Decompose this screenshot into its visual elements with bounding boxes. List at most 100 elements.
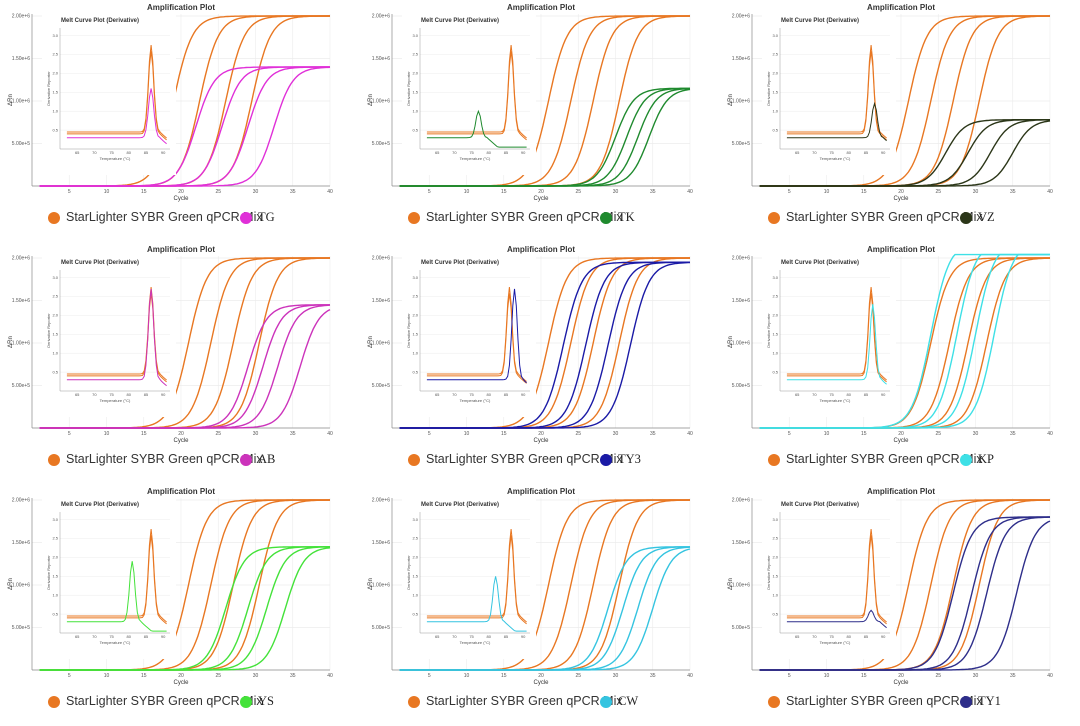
x-axis-label: Cycle bbox=[173, 196, 189, 202]
inset-x-tick: 90 bbox=[881, 634, 886, 639]
inset-y-tick: 2.5 bbox=[52, 52, 58, 57]
melt-curve-reference bbox=[66, 528, 167, 623]
y-tick-label: 5.00e+5 bbox=[732, 625, 750, 631]
y-tick-label: 2.00e+6 bbox=[372, 14, 390, 20]
y-tick-label: 5.00e+5 bbox=[372, 383, 390, 389]
inset-x-tick: 65 bbox=[795, 150, 800, 155]
amplification-chart: Amplification Plot 5.00e+5 1.00e+6 1.50e+6 2… bbox=[8, 245, 333, 444]
inset-y-tick: 0.5 bbox=[412, 611, 418, 616]
inset-title: Melt Curve Plot (Derivative) bbox=[421, 18, 499, 24]
x-tick-label: 5 bbox=[428, 673, 431, 679]
legend-label: StarLighter SYBR Green qPCR Mix bbox=[426, 694, 623, 708]
inset-y-tick: 1.5 bbox=[412, 573, 418, 578]
melt-curve-reference bbox=[66, 535, 167, 625]
inset-x-tick: 90 bbox=[521, 392, 526, 397]
legend-label: StarLighter SYBR Green qPCR Mix bbox=[786, 452, 983, 466]
melt-curve-reference bbox=[426, 286, 527, 382]
y-tick-label: 2.00e+6 bbox=[12, 498, 30, 504]
amplification-curve bbox=[399, 261, 691, 429]
amplification-panel: Amplification Plot 5.00e+5 1.00e+6 1.50e+6 2… bbox=[720, 0, 1080, 242]
amplification-curve bbox=[39, 547, 331, 671]
inset-y-tick: 3.0 bbox=[772, 517, 778, 522]
x-tick-label: 5 bbox=[788, 431, 791, 437]
x-tick-label: 30 bbox=[613, 431, 619, 437]
inset-y-axis-label: Derivative Reporter bbox=[766, 313, 771, 348]
legend-marker bbox=[600, 212, 612, 224]
x-axis-label: Cycle bbox=[173, 680, 189, 686]
y-tick-label: 2.00e+6 bbox=[12, 14, 30, 20]
inset-x-tick: 65 bbox=[75, 634, 80, 639]
inset-y-tick: 3.0 bbox=[52, 33, 58, 38]
melt-curve-sample bbox=[786, 303, 887, 385]
legend-marker bbox=[600, 454, 612, 466]
inset-y-tick: 2.0 bbox=[52, 71, 58, 76]
inset-x-tick: 75 bbox=[469, 392, 474, 397]
x-axis-label: Cycle bbox=[533, 196, 549, 202]
x-tick-label: 40 bbox=[327, 673, 333, 679]
chart-legend: StarLighter SYBR Green qPCR Mix KP bbox=[720, 448, 1080, 472]
inset-y-axis-label: Derivative Reporter bbox=[46, 71, 51, 106]
inset-y-tick: 3.0 bbox=[772, 33, 778, 38]
legend-label: StarLighter SYBR Green qPCR Mix bbox=[426, 210, 623, 224]
amplification-panel: Amplification Plot 5.00e+5 1.00e+6 1.50e+6 2… bbox=[360, 0, 720, 242]
inset-y-tick: 0.5 bbox=[772, 611, 778, 616]
inset-x-tick: 85 bbox=[504, 634, 509, 639]
x-tick-label: 20 bbox=[898, 673, 904, 679]
inset-x-tick: 90 bbox=[161, 392, 166, 397]
amplification-chart: Amplification Plot 5.00e+5 1.00e+6 1.50e+6 2… bbox=[728, 245, 1053, 444]
x-tick-label: 25 bbox=[935, 189, 941, 195]
melt-curve-sample bbox=[426, 109, 527, 148]
inset-x-axis-label: Temperature (°C) bbox=[820, 156, 851, 161]
y-tick-label: 5.00e+5 bbox=[732, 141, 750, 147]
y-tick-label: 2.00e+6 bbox=[12, 256, 30, 262]
inset-x-tick: 75 bbox=[829, 392, 834, 397]
x-tick-label: 40 bbox=[327, 189, 333, 195]
inset-y-tick: 1.5 bbox=[772, 89, 778, 94]
inset-y-tick: 2.5 bbox=[412, 294, 418, 299]
inset-x-tick: 90 bbox=[161, 634, 166, 639]
inset-x-tick: 75 bbox=[109, 392, 114, 397]
amplification-curve bbox=[399, 88, 691, 187]
legend-marker bbox=[240, 454, 252, 466]
y-tick-label: 5.00e+5 bbox=[732, 383, 750, 389]
inset-y-tick: 1.5 bbox=[772, 331, 778, 336]
amplification-chart: Amplification Plot 5.00e+5 1.00e+6 1.50e+6 2… bbox=[368, 3, 693, 202]
inset-x-tick: 85 bbox=[144, 150, 149, 155]
inset-title: Melt Curve Plot (Derivative) bbox=[421, 502, 499, 508]
y-axis-label: ΔRn bbox=[8, 336, 14, 348]
melt-curve-reference bbox=[426, 293, 527, 384]
inset-x-tick: 70 bbox=[452, 392, 457, 397]
legend-label: VZ bbox=[978, 210, 995, 224]
y-tick-label: 5.00e+5 bbox=[372, 141, 390, 147]
inset-x-axis-label: Temperature (°C) bbox=[100, 640, 131, 645]
y-tick-label: 1.50e+6 bbox=[12, 540, 30, 546]
inset-y-tick: 2.0 bbox=[772, 313, 778, 318]
legend-marker bbox=[600, 696, 612, 708]
inset-title: Melt Curve Plot (Derivative) bbox=[61, 260, 139, 266]
amplification-chart: Amplification Plot 5.00e+5 1.00e+6 1.50e+6 2… bbox=[368, 487, 693, 686]
x-tick-label: 25 bbox=[215, 673, 221, 679]
legend-label: YS bbox=[258, 694, 274, 708]
x-tick-label: 35 bbox=[1010, 431, 1016, 437]
inset-x-tick: 90 bbox=[881, 150, 886, 155]
inset-x-tick: 65 bbox=[435, 392, 440, 397]
y-tick-label: 1.00e+6 bbox=[732, 341, 750, 347]
x-tick-label: 20 bbox=[178, 673, 184, 679]
inset-y-axis-label: Derivative Reporter bbox=[46, 555, 51, 590]
x-tick-label: 10 bbox=[824, 673, 830, 679]
x-tick-label: 40 bbox=[687, 673, 693, 679]
inset-y-tick: 0.5 bbox=[52, 127, 58, 132]
inset-x-tick: 75 bbox=[829, 634, 834, 639]
x-tick-label: 25 bbox=[935, 431, 941, 437]
legend-label: CW bbox=[618, 694, 639, 708]
inset-y-tick: 3.0 bbox=[412, 275, 418, 280]
y-tick-label: 2.00e+6 bbox=[372, 498, 390, 504]
y-tick-label: 1.00e+6 bbox=[12, 583, 30, 589]
inset-x-tick: 65 bbox=[435, 634, 440, 639]
x-tick-label: 20 bbox=[538, 431, 544, 437]
inset-y-tick: 1.0 bbox=[412, 592, 418, 597]
legend-marker bbox=[48, 454, 60, 466]
y-tick-label: 1.00e+6 bbox=[12, 341, 30, 347]
y-axis-label: ΔRn bbox=[8, 578, 14, 590]
